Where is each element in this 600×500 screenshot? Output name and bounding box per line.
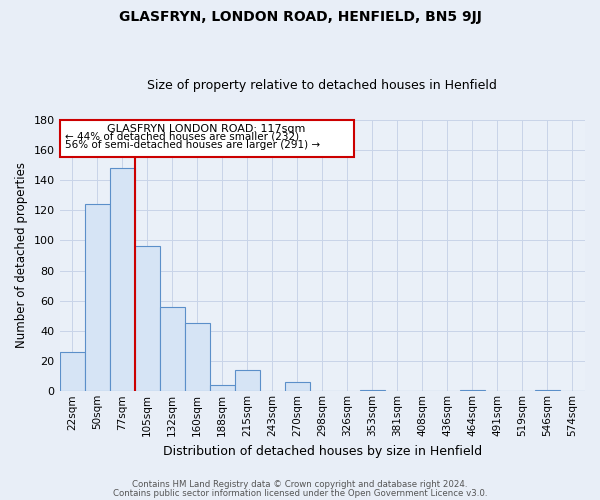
Bar <box>460 390 485 392</box>
Y-axis label: Number of detached properties: Number of detached properties <box>15 162 28 348</box>
X-axis label: Distribution of detached houses by size in Henfield: Distribution of detached houses by size … <box>163 444 482 458</box>
Bar <box>209 385 235 392</box>
Text: ← 44% of detached houses are smaller (232): ← 44% of detached houses are smaller (23… <box>65 132 299 142</box>
Bar <box>285 382 310 392</box>
Text: Contains public sector information licensed under the Open Government Licence v3: Contains public sector information licen… <box>113 488 487 498</box>
Bar <box>160 306 185 392</box>
Text: GLASFRYN, LONDON ROAD, HENFIELD, BN5 9JJ: GLASFRYN, LONDON ROAD, HENFIELD, BN5 9JJ <box>119 10 481 24</box>
Bar <box>59 352 85 392</box>
Text: 56% of semi-detached houses are larger (291) →: 56% of semi-detached houses are larger (… <box>65 140 320 150</box>
Bar <box>535 390 560 392</box>
Text: GLASFRYN LONDON ROAD: 117sqm: GLASFRYN LONDON ROAD: 117sqm <box>107 124 306 134</box>
Text: Contains HM Land Registry data © Crown copyright and database right 2024.: Contains HM Land Registry data © Crown c… <box>132 480 468 489</box>
Bar <box>110 168 134 392</box>
Title: Size of property relative to detached houses in Henfield: Size of property relative to detached ho… <box>148 79 497 92</box>
Bar <box>235 370 260 392</box>
Bar <box>134 246 160 392</box>
FancyBboxPatch shape <box>59 120 354 158</box>
Bar <box>360 390 385 392</box>
Bar <box>85 204 110 392</box>
Bar <box>185 324 209 392</box>
